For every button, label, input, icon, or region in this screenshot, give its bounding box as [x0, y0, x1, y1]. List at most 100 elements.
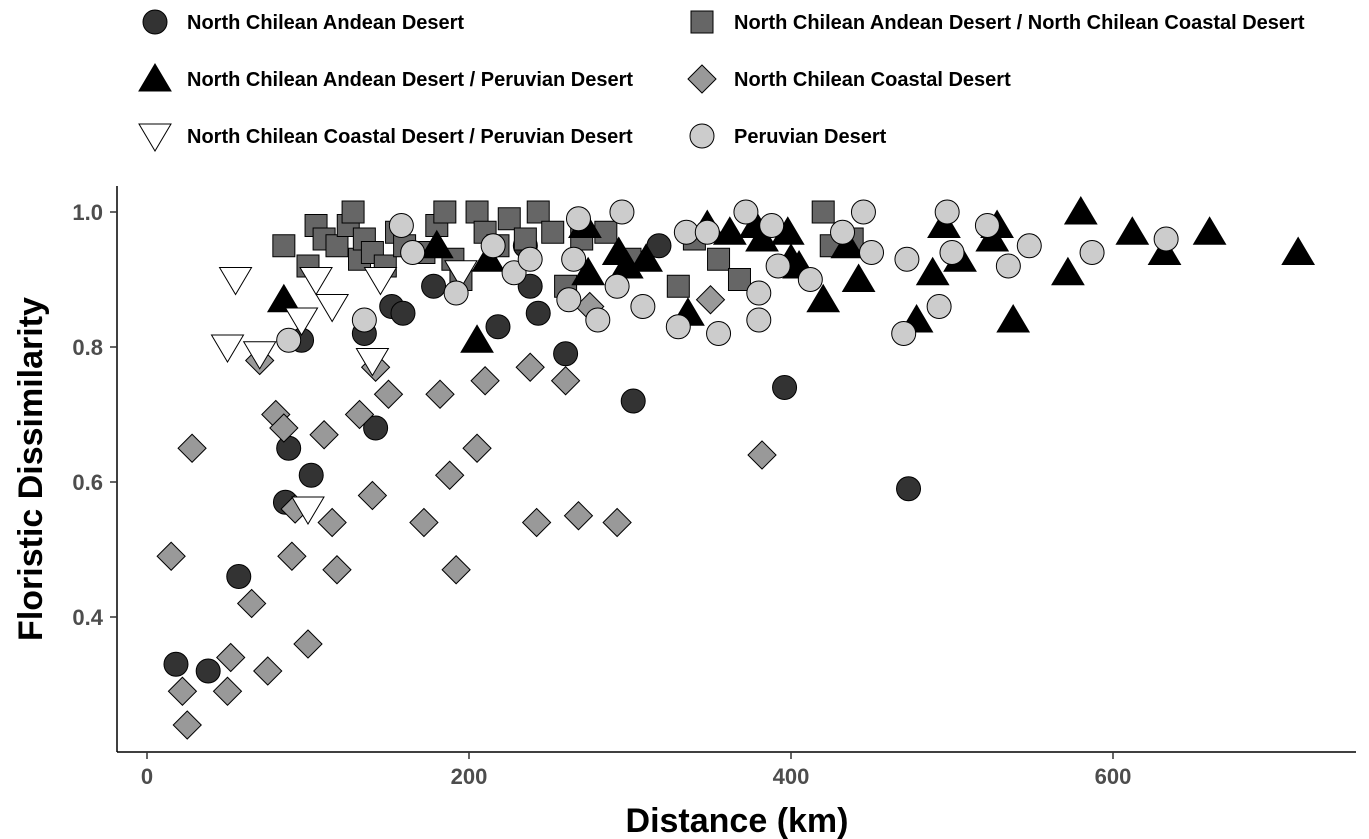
legend-item: North Chilean Coastal Desert — [687, 64, 1011, 94]
data-point — [325, 234, 349, 258]
data-point — [850, 199, 876, 225]
data-point — [253, 656, 283, 686]
y-tick-label: 0.6 — [72, 470, 103, 495]
data-point — [373, 379, 404, 409]
data-point — [830, 219, 856, 245]
data-point — [694, 219, 720, 245]
legend-label: North Chilean Coastal Desert — [734, 69, 1011, 91]
data-point — [1016, 233, 1042, 259]
data-point — [1079, 240, 1105, 265]
data-point — [517, 273, 543, 299]
y-axis-title: Floristic Dissimilarity — [12, 297, 50, 641]
data-point — [1281, 236, 1316, 265]
legend-label: North Chilean Andean Desert / Peruvian D… — [187, 69, 633, 91]
data-point — [759, 213, 785, 238]
legend-key — [689, 123, 715, 149]
data-point — [434, 460, 465, 490]
data-point — [480, 233, 506, 259]
y-tick-label: 1.0 — [72, 200, 103, 225]
data-point — [276, 327, 302, 353]
data-point — [172, 710, 202, 740]
x-axis-title: Distance (km) — [626, 802, 849, 839]
data-point — [525, 300, 551, 326]
data-point — [706, 321, 732, 346]
data-point — [470, 366, 500, 396]
data-point — [433, 200, 457, 224]
data-point — [665, 314, 691, 340]
x-tick-label: 200 — [451, 764, 488, 789]
data-point — [460, 324, 494, 353]
legend-label: North Chilean Coastal Desert / Peruvian … — [187, 126, 633, 148]
data-point — [226, 564, 252, 589]
data-point — [1115, 216, 1150, 245]
data-point — [309, 420, 339, 450]
data-point — [772, 375, 798, 400]
data-point — [216, 642, 246, 673]
data-point — [1063, 196, 1098, 225]
data-point — [177, 433, 207, 463]
data-point — [299, 267, 333, 296]
data-point — [896, 476, 922, 502]
legend-key — [138, 63, 172, 92]
data-point — [609, 199, 635, 225]
data-point — [1051, 256, 1085, 286]
legend-item: North Chilean Andean Desert / Peruvian D… — [138, 63, 633, 92]
data-point — [629, 243, 663, 272]
data-point — [666, 274, 690, 298]
data-point — [563, 501, 594, 531]
data-point — [409, 507, 439, 538]
data-point — [501, 260, 527, 286]
data-point — [218, 267, 253, 296]
data-point — [163, 651, 189, 677]
data-point — [269, 413, 299, 443]
data-point — [363, 415, 389, 441]
data-point — [443, 280, 469, 306]
data-point — [797, 267, 823, 292]
data-point — [390, 300, 416, 326]
data-point — [444, 260, 478, 289]
data-point — [891, 321, 917, 346]
data-point — [1192, 216, 1227, 245]
data-point — [521, 507, 552, 538]
data-point — [388, 213, 414, 238]
data-point — [322, 555, 352, 585]
data-point — [465, 200, 489, 224]
x-tick-label: 400 — [773, 764, 810, 789]
x-tick-label: 0 — [141, 764, 153, 789]
data-point — [167, 676, 198, 706]
data-point — [707, 247, 731, 271]
data-point — [291, 496, 325, 525]
x-tick-label: 600 — [1095, 764, 1132, 789]
data-point — [746, 280, 772, 306]
data-point — [841, 263, 876, 292]
data-point — [276, 435, 302, 461]
data-point — [541, 220, 565, 244]
legend-item: North Chilean Andean Desert — [142, 9, 464, 35]
data-point — [894, 246, 920, 272]
series-2 — [266, 196, 1316, 353]
data-point — [565, 206, 591, 232]
series-4 — [210, 260, 478, 525]
plot-points — [156, 196, 1316, 740]
data-point — [765, 253, 791, 279]
data-point — [462, 433, 492, 463]
y-tick-label: 0.8 — [72, 335, 103, 360]
data-point — [277, 541, 307, 571]
data-point — [293, 629, 323, 659]
data-point — [571, 256, 606, 286]
legend-key — [142, 9, 168, 35]
data-point — [357, 480, 388, 511]
data-point — [266, 283, 301, 313]
data-point — [400, 240, 426, 265]
data-point — [746, 307, 772, 333]
data-point — [298, 462, 324, 488]
x-axis-ticks: 0 200 400 600 — [141, 752, 1131, 789]
data-point — [242, 341, 277, 370]
data-point — [419, 229, 454, 259]
data-point — [425, 379, 455, 409]
data-point — [620, 388, 646, 414]
data-point — [363, 267, 398, 296]
legend-item: North Chilean Coastal Desert / Peruvian … — [138, 123, 633, 152]
legend-item: Peruvian Desert — [689, 123, 887, 149]
